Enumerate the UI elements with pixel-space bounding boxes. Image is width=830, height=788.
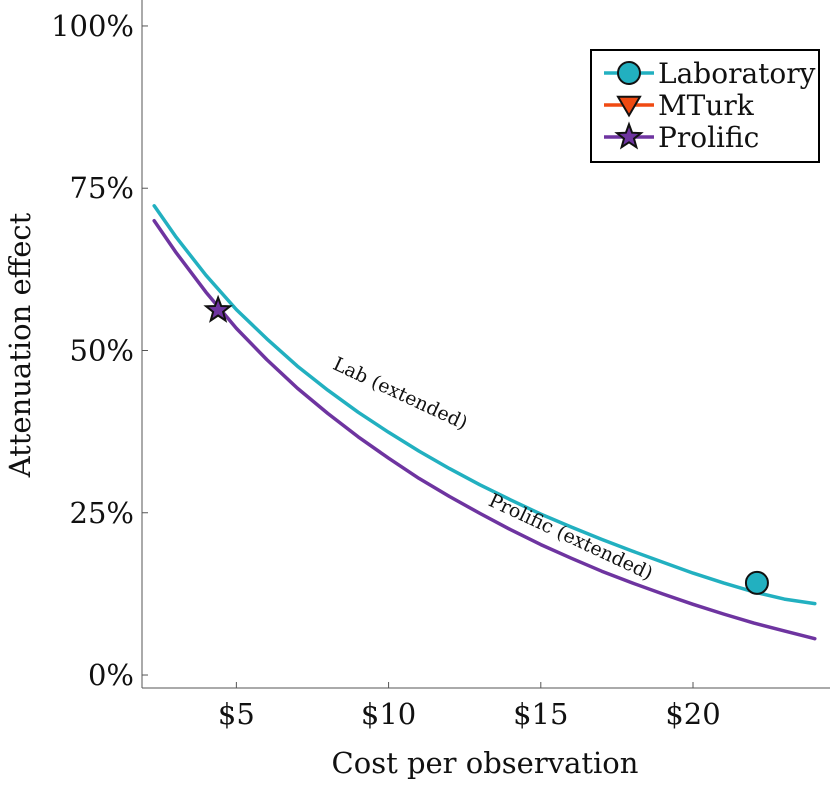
- y-tick-label: 25%: [70, 496, 134, 530]
- x-tick-label: $20: [665, 697, 720, 731]
- curve-annotation-2: Prolific (extended): [485, 490, 656, 585]
- data-markers: [203, 294, 769, 595]
- legend-label-mturk: MTurk: [658, 89, 755, 122]
- legend-marker-laboratory: [617, 61, 641, 85]
- legend-marker-mturk: [616, 95, 642, 118]
- y-tick-label: 0%: [88, 658, 134, 692]
- x-axis-title: Cost per observation: [332, 746, 639, 780]
- y-axis-ticks: 0% 25% 50% 75% 100%: [51, 9, 148, 692]
- y-axis-title: Attenuation effect: [3, 212, 37, 478]
- data-point-laboratory: [744, 570, 769, 595]
- y-tick-label: 100%: [51, 9, 134, 43]
- x-tick-label: $15: [513, 697, 568, 731]
- annotations: Lab (extended)Prolific (extended): [330, 353, 657, 585]
- x-tick-label: $10: [361, 697, 416, 731]
- legend-label-laboratory: Laboratory: [658, 57, 816, 90]
- legend-label-prolific: Prolific: [658, 121, 759, 154]
- x-tick-label: $5: [218, 697, 255, 731]
- y-tick-label: 50%: [70, 333, 134, 367]
- data-point-prolific: [203, 294, 233, 323]
- series-line-prolific: [152, 218, 817, 641]
- y-tick-label: 75%: [70, 171, 134, 205]
- curve-annotation-1: Lab (extended): [330, 353, 471, 434]
- axes: [141, 0, 830, 689]
- series-lines: [152, 204, 817, 641]
- legend-marker-prolific: [614, 121, 644, 150]
- series-line-laboratory: [152, 204, 817, 606]
- x-axis-ticks: $5 $10 $15 $20: [218, 682, 721, 731]
